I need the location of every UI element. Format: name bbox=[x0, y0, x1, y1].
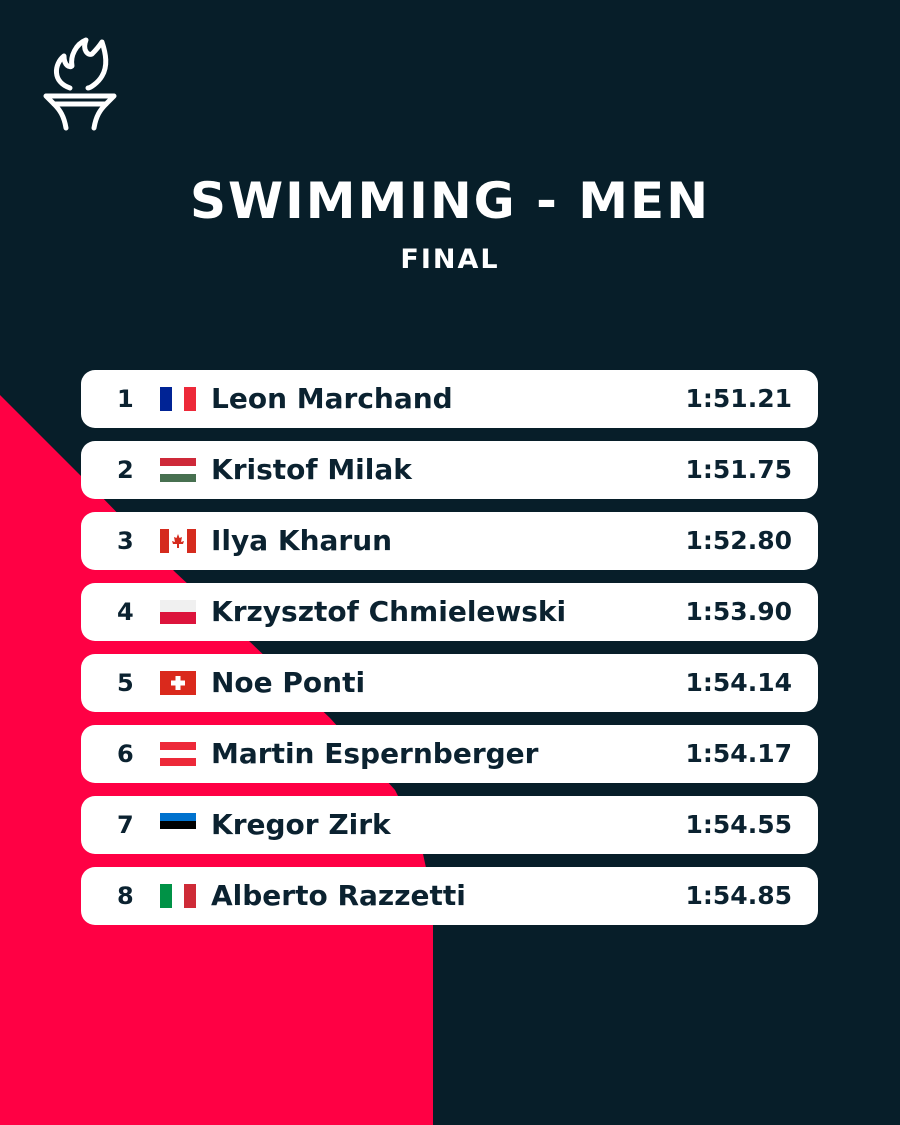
rank-number: 8 bbox=[117, 882, 134, 910]
athlete-name: Krzysztof Chmielewski bbox=[211, 595, 567, 628]
result-row: 7 Kregor Zirk 1:54.55 bbox=[81, 796, 818, 854]
result-row: 1 Leon Marchand 1:51.21 bbox=[81, 370, 818, 428]
race-time: 1:54.85 bbox=[685, 881, 792, 910]
page-subtitle: FINAL bbox=[400, 244, 500, 275]
rank-number: 5 bbox=[117, 669, 134, 697]
rank-number: 6 bbox=[117, 740, 134, 768]
italy-flag-icon bbox=[160, 884, 196, 908]
switzerland-flag-icon bbox=[160, 671, 196, 695]
hungary-flag-icon bbox=[160, 458, 196, 482]
athlete-name: Martin Espernberger bbox=[211, 737, 539, 770]
race-time: 1:51.75 bbox=[685, 455, 792, 484]
race-time: 1:52.80 bbox=[685, 526, 792, 555]
result-row: 8 Alberto Razzetti 1:54.85 bbox=[81, 867, 818, 925]
race-time: 1:53.90 bbox=[685, 597, 792, 626]
results-list: 1 Leon Marchand 1:51.21 2 Kristof Milak … bbox=[81, 370, 818, 938]
race-time: 1:54.17 bbox=[685, 739, 792, 768]
result-row: 4 Krzysztof Chmielewski 1:53.90 bbox=[81, 583, 818, 641]
athlete-name: Alberto Razzetti bbox=[211, 879, 466, 912]
estonia-flag-icon bbox=[160, 813, 196, 837]
result-row: 5 Noe Ponti 1:54.14 bbox=[81, 654, 818, 712]
rank-number: 1 bbox=[117, 385, 134, 413]
rank-number: 3 bbox=[117, 527, 134, 555]
france-flag-icon bbox=[160, 387, 196, 411]
result-row: 3 Ilya Kharun 1:52.80 bbox=[81, 512, 818, 570]
race-time: 1:54.14 bbox=[685, 668, 792, 697]
result-row: 2 Kristof Milak 1:51.75 bbox=[81, 441, 818, 499]
athlete-name: Noe Ponti bbox=[211, 666, 366, 699]
rank-number: 4 bbox=[117, 598, 134, 626]
olympic-torch-icon bbox=[43, 37, 117, 131]
race-time: 1:54.55 bbox=[685, 810, 792, 839]
page-title: SWIMMING - MEN bbox=[189, 172, 711, 230]
rank-number: 7 bbox=[117, 811, 134, 839]
race-time: 1:51.21 bbox=[685, 384, 792, 413]
poland-flag-icon bbox=[160, 600, 196, 624]
canada-flag-icon bbox=[160, 529, 196, 553]
athlete-name: Kregor Zirk bbox=[211, 808, 391, 841]
athlete-name: Leon Marchand bbox=[211, 382, 453, 415]
result-row: 6 Martin Espernberger 1:54.17 bbox=[81, 725, 818, 783]
athlete-name: Ilya Kharun bbox=[211, 524, 393, 557]
rank-number: 2 bbox=[117, 456, 134, 484]
austria-flag-icon bbox=[160, 742, 196, 766]
athlete-name: Kristof Milak bbox=[211, 453, 412, 486]
